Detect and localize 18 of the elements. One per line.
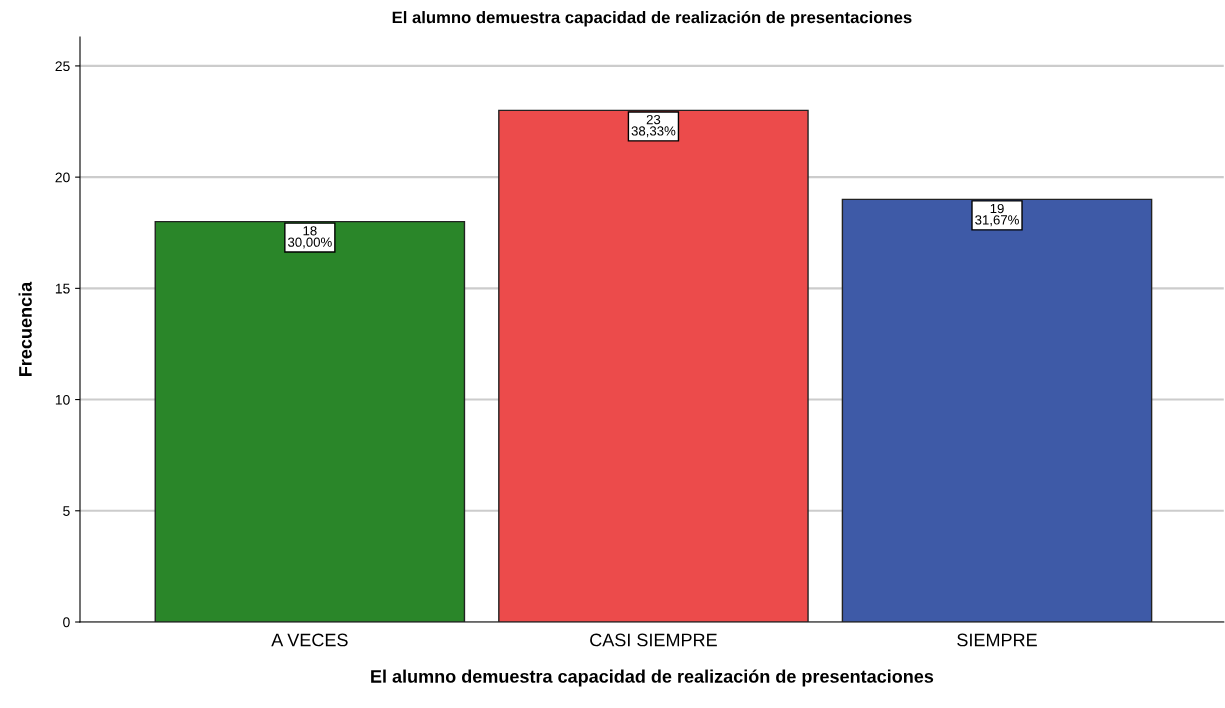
bar (154, 220, 466, 622)
y-tick-label: 25 (55, 61, 70, 72)
y-tick-label: 0 (63, 617, 70, 628)
x-tick-label: CASI SIEMPRE (590, 633, 717, 647)
y-tick-label: 5 (63, 506, 70, 516)
y-tick-label: 15 (55, 283, 70, 294)
y-tick-label: 10 (55, 394, 70, 405)
bar (498, 109, 809, 622)
data-label: 18 30,00% (287, 226, 332, 249)
bar (841, 198, 1153, 622)
chart-title: El alumno demuestra capacidad de realización de presentaciones (392, 10, 912, 27)
x-tick-label: SIEMPRE (957, 633, 1037, 647)
y-tick-label: 20 (55, 172, 70, 183)
y-axis-title: Frecuencia (18, 281, 32, 376)
data-label: 19 31,67% (975, 203, 1019, 227)
x-axis-title: El alumno demuestra capacidad de realización de presentaciones (371, 669, 934, 687)
data-label: 23 38,33% (631, 114, 676, 138)
x-tick-label: A VECES (271, 633, 348, 647)
